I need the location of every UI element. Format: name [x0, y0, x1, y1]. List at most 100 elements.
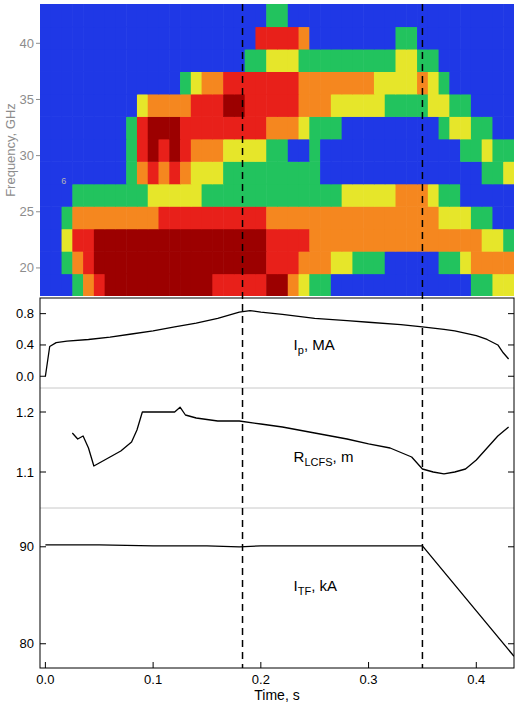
y-tick-label: 1.2: [16, 405, 34, 420]
heatmap-cell: [299, 251, 310, 274]
panel-label: Ip, MA: [294, 336, 335, 356]
heatmap-cell: [115, 26, 126, 49]
heatmap-cell: [309, 251, 320, 274]
heatmap-cell: [449, 229, 460, 252]
heatmap-cell: [234, 4, 245, 27]
heatmap-cell: [148, 161, 159, 184]
heatmap-cell: [83, 139, 94, 162]
heatmap-cell: [40, 139, 51, 162]
heatmap-cell: [363, 251, 374, 274]
heatmap-cell: [471, 251, 482, 274]
heatmap-cell: [83, 116, 94, 139]
panel-label-part: , MA: [304, 336, 335, 353]
heatmap-cell: [159, 71, 170, 94]
heatmap-cell: [266, 26, 277, 49]
heatmap-cell: [137, 251, 148, 274]
heatmap-cell: [352, 161, 363, 184]
y-tick: [508, 412, 514, 413]
heatmap-cell: [406, 49, 417, 72]
heatmap-cell: [137, 94, 148, 117]
heatmap-cell: [72, 4, 83, 27]
heatmap-cell: [234, 139, 245, 162]
x-tick-label: 0.3: [360, 672, 378, 687]
heatmap-cell: [191, 26, 202, 49]
heatmap-cell: [159, 4, 170, 27]
heatmap-cell: [40, 229, 51, 252]
heatmap-cell: [428, 251, 439, 274]
heatmap-cell: [62, 139, 73, 162]
heatmap-cell: [180, 139, 191, 162]
heatmap-cell: [51, 116, 62, 139]
heatmap-cell: [471, 4, 482, 27]
heatmap-cell: [245, 49, 256, 72]
heatmap-cell: [94, 251, 105, 274]
heatmap-cell: [115, 94, 126, 117]
heatmap-cell: [449, 49, 460, 72]
heatmap-cell: [385, 229, 396, 252]
heatmap-cell: [374, 116, 385, 139]
heatmap-cell: [385, 161, 396, 184]
heatmap-cell: [94, 274, 105, 296]
heatmap-cell: [83, 251, 94, 274]
heatmap-cell: [482, 274, 493, 296]
heatmap-cell: [159, 26, 170, 49]
heatmap-cell: [62, 116, 73, 139]
heatmap-cell: [94, 206, 105, 229]
heatmap-cell: [503, 229, 514, 252]
heatmap-cell: [62, 26, 73, 49]
heatmap-cell: [482, 49, 493, 72]
heatmap-cell: [126, 274, 137, 296]
heatmap-cell: [482, 26, 493, 49]
heatmap-cell: [169, 161, 180, 184]
heatmap-cell: [191, 274, 202, 296]
line: [72, 407, 508, 474]
heatmap-cell: [385, 206, 396, 229]
heatmap-cell: [266, 116, 277, 139]
heatmap-cell: [471, 274, 482, 296]
panel-separator: [40, 508, 514, 509]
heatmap-cell: [223, 26, 234, 49]
heatmap-cell: [40, 94, 51, 117]
heatmap-cell: [449, 184, 460, 207]
heatmap-cell: [51, 94, 62, 117]
heatmap-cell: [180, 161, 191, 184]
heatmap-cell: [363, 206, 374, 229]
heatmap-cell: [396, 139, 407, 162]
x-tick: [476, 662, 477, 668]
heatmap-cell: [406, 206, 417, 229]
heatmap-cell: [428, 229, 439, 252]
heatmap-cell: [299, 49, 310, 72]
heatmap-cell: [234, 94, 245, 117]
heatmap-cell: [94, 49, 105, 72]
heatmap-cell: [223, 71, 234, 94]
heatmap-cell: [245, 274, 256, 296]
heatmap-cell: [385, 71, 396, 94]
heatmap-cell: [105, 161, 116, 184]
heatmap-cell: [309, 116, 320, 139]
heatmap-cell: [51, 251, 62, 274]
heatmap-cell: [331, 229, 342, 252]
heatmap-cell: [245, 206, 256, 229]
heatmap-cell: [191, 116, 202, 139]
heatmap-cell: [266, 274, 277, 296]
heatmap-cell: [406, 139, 417, 162]
heatmap-cell: [159, 49, 170, 72]
heatmap-cell: [202, 71, 213, 94]
heatmap-cell: [148, 251, 159, 274]
y-tick-label: 0.0: [16, 369, 34, 384]
heatmap-cell: [396, 26, 407, 49]
heatmap-cell: [191, 251, 202, 274]
heatmap-cell: [105, 94, 116, 117]
heatmap-cell: [234, 49, 245, 72]
heatmap-cell: [245, 184, 256, 207]
heatmap-cell: [428, 184, 439, 207]
heatmap-cell: [105, 274, 116, 296]
heatmap-cell: [331, 4, 342, 27]
heatmap-cell: [255, 251, 266, 274]
heatmap-cell: [266, 4, 277, 27]
heatmap-cell: [331, 139, 342, 162]
heatmap-cell: [62, 94, 73, 117]
heatmap-cell: [406, 71, 417, 94]
y-axis-title: Frequency, GHz: [3, 103, 18, 197]
heatmap-cell: [288, 94, 299, 117]
